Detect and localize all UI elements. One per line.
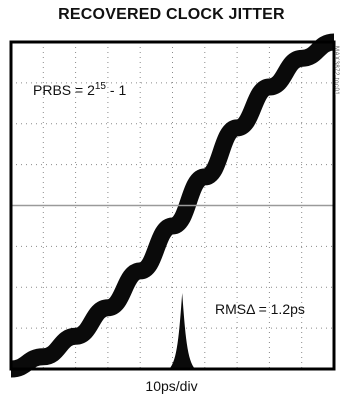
plot-frame <box>9 40 336 371</box>
rms-annotation: RMSΔ = 1.2ps <box>215 301 305 317</box>
prbs-prefix: PRBS = 2 <box>33 82 95 98</box>
jitter-trace <box>10 33 336 378</box>
prbs-annotation: PRBS = 215 - 1 <box>33 81 126 98</box>
prbs-exponent: 15 <box>95 81 107 92</box>
jitter-histogram <box>169 293 196 369</box>
prbs-suffix: - 1 <box>106 82 126 98</box>
chart-title: RECOVERED CLOCK JITTER <box>58 6 285 23</box>
figure-code: MAX3872 toc01 <box>333 46 339 96</box>
x-axis-label: 10ps/div <box>145 378 198 394</box>
